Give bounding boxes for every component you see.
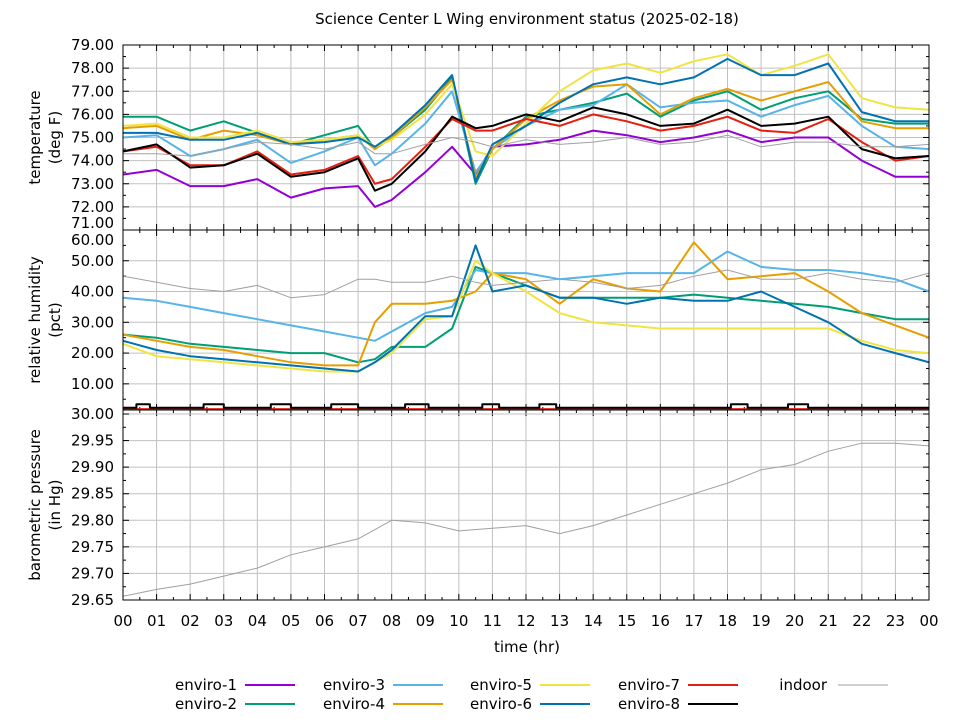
x-tick-label: 17 <box>684 612 703 630</box>
series-line-enviro-8 <box>123 403 929 409</box>
legend-label: enviro-4 <box>323 695 385 713</box>
x-tick-label: 01 <box>147 612 166 630</box>
series-line-indoor <box>123 269 929 299</box>
x-tick-label: 11 <box>483 612 502 630</box>
legend-item-indoor: indoor <box>779 676 888 694</box>
y-axis-label: (pct) <box>46 302 64 337</box>
legend-label: enviro-8 <box>618 695 680 713</box>
y-tick-label: 77.00 <box>71 82 114 100</box>
legend-label: enviro-6 <box>470 695 532 713</box>
legend-item-enviro-4: enviro-4 <box>323 695 443 713</box>
y-axis-label: temperature <box>26 90 44 184</box>
series-line-indoor <box>123 134 929 157</box>
x-tick-label: 05 <box>281 612 300 630</box>
x-tick-label: 02 <box>181 612 200 630</box>
y-tick-label: 29.85 <box>71 485 114 503</box>
x-tick-label: 23 <box>886 612 905 630</box>
panel-humidity: 10.00 20.00 30.00 40.00 50.00 60.00 relative h… <box>26 229 930 411</box>
series-line-enviro-5 <box>123 53 929 157</box>
x-tick-label: 13 <box>550 612 569 630</box>
x-tick-label: 20 <box>785 612 804 630</box>
legend-label: enviro-1 <box>175 676 237 694</box>
y-tick-label: 78.00 <box>71 59 114 77</box>
y-tick-label: 40.00 <box>71 283 114 301</box>
y-tick-label: 73.00 <box>71 175 114 193</box>
y-tick-label: 29.70 <box>71 564 114 582</box>
x-tick-label: 21 <box>819 612 838 630</box>
x-tick-label: 15 <box>617 612 636 630</box>
series-line-enviro-8 <box>123 106 929 192</box>
legend-item-enviro-7: enviro-7 <box>618 676 738 694</box>
x-tick-label: 22 <box>852 612 871 630</box>
legend-item-enviro-3: enviro-3 <box>323 676 443 694</box>
x-tick-label: 18 <box>718 612 737 630</box>
y-tick-label: 79.00 <box>71 36 114 54</box>
y-tick-label: 74.00 <box>71 152 114 170</box>
series-line-enviro-6 <box>123 244 929 373</box>
x-tick-label: 09 <box>416 612 435 630</box>
legend-label: enviro-7 <box>618 676 680 694</box>
y-tick-label: 20.00 <box>71 344 114 362</box>
plot-border <box>122 409 930 601</box>
y-tick-label: 72.00 <box>71 198 114 216</box>
y-tick-label: 29.65 <box>71 591 114 609</box>
legend-item-enviro-8: enviro-8 <box>618 695 738 713</box>
x-tick-label: 08 <box>382 612 401 630</box>
x-tick-label: 10 <box>449 612 468 630</box>
y-tick-label: 60.00 <box>71 231 114 249</box>
series-line-indoor <box>123 442 929 597</box>
x-tick-label: 04 <box>248 612 267 630</box>
x-tick-label: 12 <box>516 612 535 630</box>
y-tick-label: 76.00 <box>71 105 114 123</box>
series-line-enviro-4 <box>123 78 929 178</box>
x-tick-label: 06 <box>315 612 334 630</box>
y-tick-label: 29.95 <box>71 432 114 450</box>
x-tick-label: 07 <box>349 612 368 630</box>
series-line-enviro-7 <box>123 113 929 185</box>
x-axis-label: time (hr) <box>494 638 560 656</box>
legend-item-enviro-6: enviro-6 <box>470 695 590 713</box>
legend-item-enviro-5: enviro-5 <box>470 676 590 694</box>
legend-item-enviro-1: enviro-1 <box>175 676 295 694</box>
panel-pressure: 29.65 29.70 29.75 29.80 29.85 29.90 29.95 30.00… <box>26 405 930 609</box>
x-tick-label: 00 <box>113 612 132 630</box>
series-line-enviro-5 <box>123 259 929 373</box>
y-tick-label: 30.00 <box>71 405 114 423</box>
y-tick-label: 75.00 <box>71 129 114 147</box>
y-tick-label: 29.80 <box>71 511 114 529</box>
legend-label: enviro-5 <box>470 676 532 694</box>
series-line-enviro-6 <box>123 57 929 183</box>
y-tick-label: 10.00 <box>71 375 114 393</box>
x-tick-label: 14 <box>584 612 603 630</box>
y-axis-label: barometric pressure <box>26 429 44 581</box>
y-tick-label: 50.00 <box>71 252 114 270</box>
y-axis-label: (deg F) <box>46 111 64 164</box>
legend-label: indoor <box>779 676 828 694</box>
x-tick-label: 03 <box>214 612 233 630</box>
legend-item-enviro-2: enviro-2 <box>175 695 295 713</box>
y-tick-label: 29.75 <box>71 538 114 556</box>
x-tick-label: 16 <box>651 612 670 630</box>
y-tick-label: 29.90 <box>71 458 114 476</box>
x-tick-label: 19 <box>752 612 771 630</box>
y-axis-label: (in Hg) <box>46 480 64 531</box>
x-tick-label: 00 <box>919 612 938 630</box>
legend-label: enviro-3 <box>323 676 385 694</box>
y-axis-label: relative humidity <box>26 256 44 384</box>
y-tick-label: 71.00 <box>71 214 114 232</box>
chart-title: Science Center L Wing environment status… <box>315 10 739 28</box>
legend-label: enviro-2 <box>175 695 237 713</box>
y-tick-label: 30.00 <box>71 313 114 331</box>
